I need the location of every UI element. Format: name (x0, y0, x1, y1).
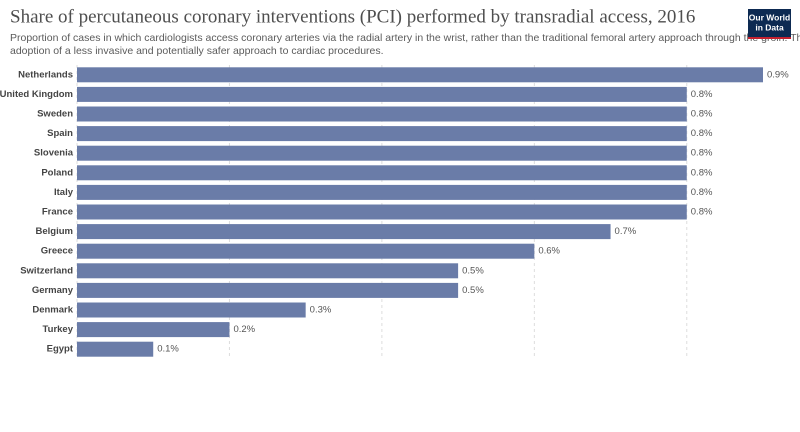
logo-text: Our World (749, 12, 790, 22)
chart-title: Share of percutaneous coronary intervent… (10, 6, 695, 27)
value-label: 0.1% (157, 344, 179, 355)
value-label: 0.8% (691, 89, 713, 100)
value-label: 0.5% (462, 265, 484, 276)
category-label: Denmark (32, 305, 73, 316)
bar (77, 165, 687, 181)
bar (77, 263, 459, 279)
logo-box (748, 9, 791, 39)
value-label: 0.8% (691, 109, 713, 120)
category-label: Netherlands (18, 69, 73, 80)
bar (77, 322, 230, 338)
bar (77, 126, 687, 142)
bar (77, 224, 611, 240)
bar (77, 106, 687, 122)
subtitle: adoption of a less invasive and potentia… (10, 45, 384, 57)
category-label: Turkey (43, 324, 74, 335)
logo-underline (748, 37, 791, 39)
category-label: Greece (41, 246, 73, 257)
bar (77, 184, 687, 200)
category-label: Switzerland (20, 265, 73, 276)
category-label: Egypt (47, 344, 74, 355)
bar (77, 302, 306, 318)
category-label: Belgium (36, 226, 73, 237)
bar (77, 145, 687, 161)
subtitle: Proportion of cases in which cardiologis… (10, 32, 800, 44)
category-label: Sweden (37, 109, 73, 120)
bar (77, 282, 459, 298)
value-label: 0.8% (691, 167, 713, 178)
value-label: 0.9% (767, 69, 789, 80)
bar (77, 243, 535, 259)
category-label: Poland (41, 167, 73, 178)
value-label: 0.2% (233, 324, 255, 335)
category-label: Slovenia (34, 148, 74, 159)
value-label: 0.6% (538, 246, 560, 257)
category-label: Spain (47, 128, 73, 139)
category-label: United Kingdom (0, 89, 73, 100)
value-label: 0.8% (691, 207, 713, 218)
value-label: 0.7% (615, 226, 637, 237)
category-label: Germany (32, 285, 74, 296)
category-label: France (42, 207, 73, 218)
bar (77, 86, 687, 102)
value-label: 0.5% (462, 285, 484, 296)
category-label: Italy (54, 187, 74, 198)
value-label: 0.8% (691, 187, 713, 198)
logo-text: in Data (755, 22, 784, 32)
bar (77, 204, 687, 220)
bar (77, 341, 154, 357)
value-label: 0.3% (310, 305, 332, 316)
bar (77, 67, 763, 83)
value-label: 0.8% (691, 128, 713, 139)
value-label: 0.8% (691, 148, 713, 159)
